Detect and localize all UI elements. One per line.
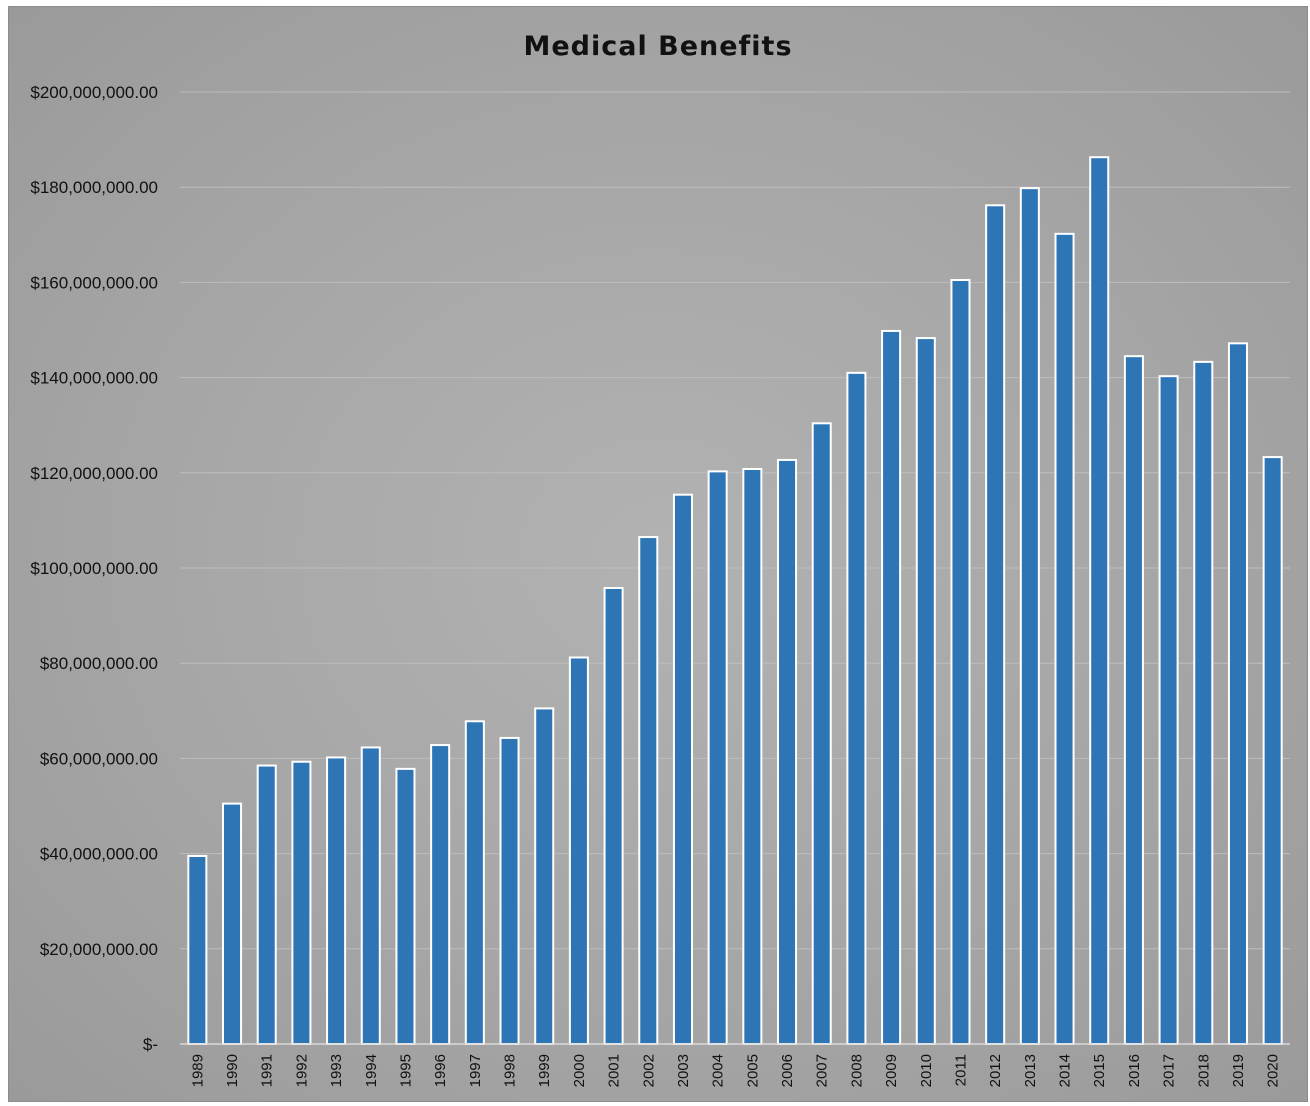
x-tick-label: 2008 [848,1054,865,1087]
x-tick-label: 2012 [987,1054,1004,1087]
x-tick-label: 2011 [952,1054,969,1086]
x-tick-label: 2016 [1126,1054,1143,1087]
x-tick-label: 1994 [363,1054,380,1087]
x-tick-label: 2005 [744,1054,761,1087]
x-tick-label: 1998 [502,1054,519,1087]
bar-2011 [950,279,971,1045]
bar-2019 [1227,342,1248,1045]
bar-1993 [326,756,347,1045]
y-tick-label: $- [143,1035,158,1054]
x-tick-label: 1993 [328,1054,345,1087]
bar-1999 [534,707,555,1045]
bar-2000 [568,656,589,1045]
bar-2004 [707,470,728,1045]
y-tick-label: $60,000,000.00 [40,749,158,768]
x-tick-label: 2000 [571,1054,588,1087]
bar-2020 [1262,456,1283,1046]
x-tick-label: 2003 [675,1054,692,1087]
gridlines [180,91,1290,950]
bar-1990 [222,802,243,1045]
x-tick-label: 1990 [224,1054,241,1087]
bar-2012 [985,204,1006,1045]
y-tick-label: $200,000,000.00 [30,83,158,102]
x-tick-label: 2014 [1057,1054,1074,1087]
y-tick-label: $20,000,000.00 [40,940,158,959]
x-tick-label: 2004 [710,1054,727,1087]
y-tick-label: $160,000,000.00 [30,273,158,292]
x-tick-label: 2009 [883,1054,900,1087]
bar-2010 [915,337,936,1046]
x-tick-label: 1989 [189,1054,206,1087]
x-tick-label: 2019 [1230,1054,1247,1087]
x-tick-label: 2015 [1091,1054,1108,1087]
y-tick-label: $80,000,000.00 [40,654,158,673]
bar-2008 [846,371,867,1045]
bar-2016 [1123,355,1144,1045]
bar-2002 [638,536,659,1045]
bar-1991 [256,764,277,1045]
bar-2005 [742,467,763,1045]
chart-title: Medical Benefits [523,31,792,62]
x-tick-label: 1999 [536,1054,553,1087]
x-tick-label: 1992 [293,1054,310,1087]
bar-2009 [881,329,902,1045]
x-tick-label: 2006 [779,1054,796,1087]
bar-2003 [672,493,693,1046]
bar-1995 [395,767,416,1045]
y-tick-label: $180,000,000.00 [30,178,158,197]
x-tick-label: 2007 [814,1054,831,1087]
x-tick-label: 1995 [397,1054,414,1087]
bar-2001 [603,586,624,1045]
x-tick-label: 2017 [1161,1054,1178,1087]
y-tick-label: $40,000,000.00 [40,845,158,864]
x-tick-label: 1996 [432,1054,449,1087]
x-axis-tick-labels: 1989 1990 1991 1992 1993 1994 1995 1996 1997 1998… [189,1054,1281,1087]
x-tick-label: 2018 [1195,1054,1212,1087]
bar-1998 [499,736,520,1045]
bar-1989 [187,854,208,1045]
y-tick-label: $100,000,000.00 [30,559,158,578]
bar-2006 [777,458,798,1045]
bar-1996 [430,744,451,1046]
bar-1994 [360,746,381,1046]
bar-2007 [811,422,832,1045]
y-axis-tick-labels: $- $20,000,000.00 $40,000,000.00 $60,000,00… [30,83,158,1054]
x-tick-label: 2020 [1265,1054,1282,1087]
x-tick-label: 1991 [259,1054,276,1087]
x-tick-label: 1997 [467,1054,484,1087]
bar-2017 [1158,375,1179,1045]
x-tick-label: 2001 [606,1054,623,1087]
bar-2014 [1054,232,1075,1045]
bar-2018 [1193,360,1214,1045]
bar-1997 [464,720,485,1045]
x-tick-label: 2002 [640,1054,657,1087]
x-tick-label: 2010 [918,1054,935,1087]
bar-2015 [1089,156,1110,1046]
bar-2013 [1019,187,1040,1046]
bars [187,156,1283,1046]
y-tick-label: $140,000,000.00 [30,369,158,388]
x-tick-label: 2013 [1022,1054,1039,1087]
y-tick-label: $120,000,000.00 [30,464,158,483]
bar-1992 [291,760,312,1045]
